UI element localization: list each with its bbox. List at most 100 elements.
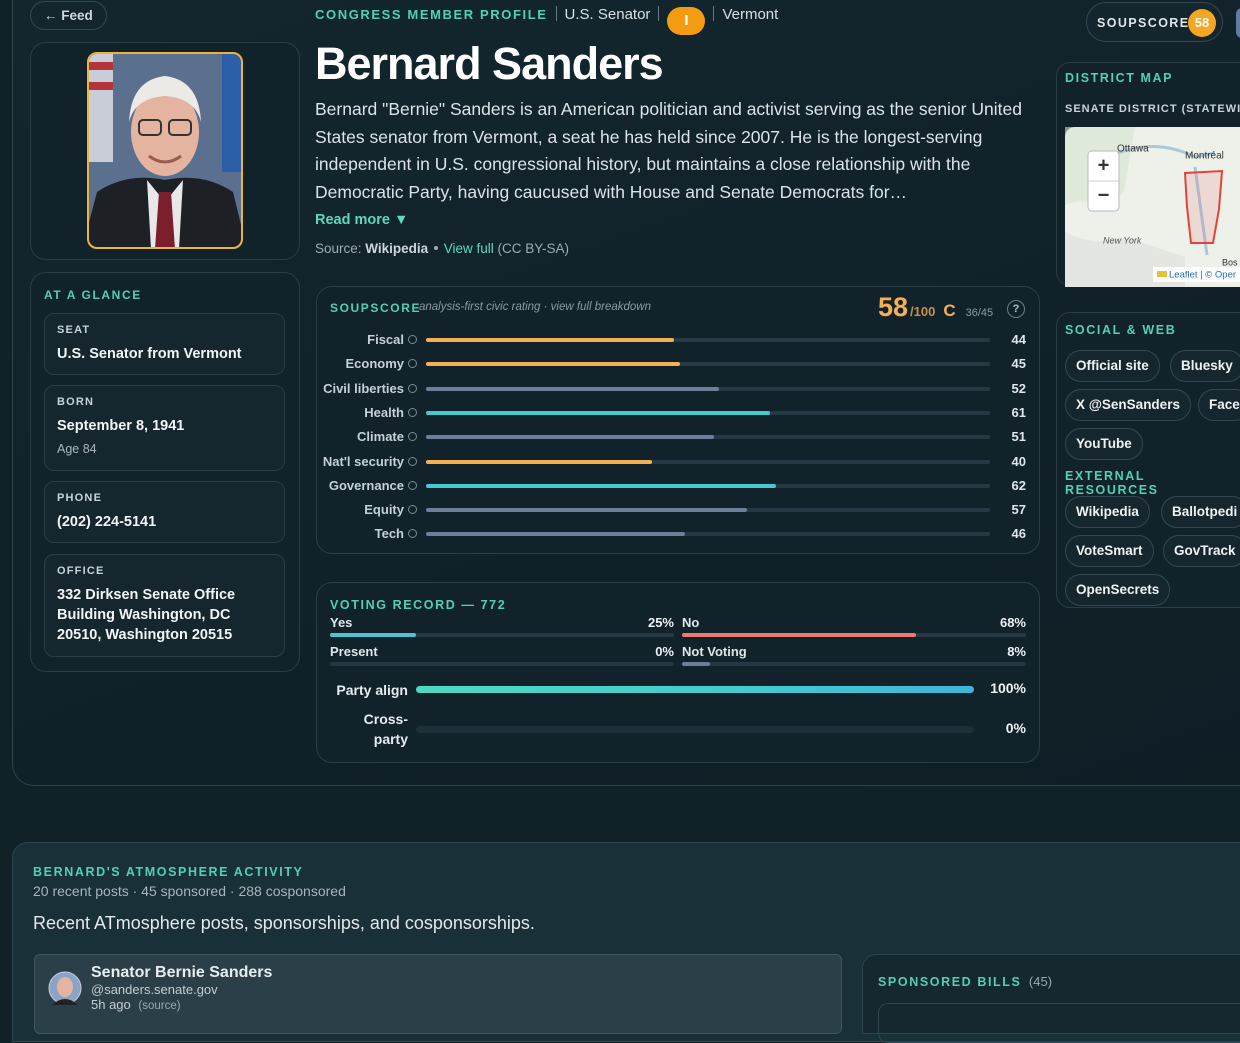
info-icon[interactable]: [408, 359, 417, 369]
score-bar: [426, 532, 686, 537]
label: OFFICE: [57, 565, 105, 577]
activity-title: BERNARD'S ATMOSPHERE ACTIVITY: [33, 865, 304, 879]
zoom-in[interactable]: +: [1098, 154, 1110, 176]
category-label: Nat'l security: [322, 453, 404, 469]
tie: [155, 192, 175, 247]
zoom-out[interactable]: −: [1098, 184, 1110, 206]
value: September 8, 1941: [57, 418, 185, 434]
info-icon[interactable]: [408, 456, 417, 466]
category-label: Economy: [345, 356, 404, 372]
note: Age 84: [57, 442, 97, 456]
photo-border: [87, 52, 243, 249]
vote-label: No: [682, 615, 700, 630]
link-chip[interactable]: GovTrack: [1163, 535, 1240, 567]
vote-label: Not Voting: [682, 644, 747, 659]
post-meta: 5h ago (source): [91, 997, 181, 1012]
link-chip[interactable]: Wikipedia: [1065, 496, 1150, 528]
vote-track: [330, 662, 674, 666]
river: [1112, 145, 1216, 159]
flag-stripe: [89, 62, 113, 70]
info-icon[interactable]: [408, 407, 417, 417]
voting-panel: [316, 582, 1040, 763]
view-full-link[interactable]: View full: [443, 241, 494, 256]
category-value: 51: [1011, 429, 1026, 445]
category-label: Civil liberties: [323, 380, 404, 396]
member-name: Bernard Sanders: [315, 38, 664, 89]
link-chip[interactable]: YouTube: [1065, 428, 1143, 460]
bar-track: [426, 532, 990, 537]
page: ← Feed CONGRESS MEMBER PROFILE U.S. Senat…: [12, 0, 1240, 1043]
category-value: 52: [1011, 380, 1026, 396]
bullet: [433, 246, 438, 250]
flag: [222, 54, 241, 172]
link-chip[interactable]: Bluesky: [1170, 350, 1240, 382]
flag-stripe: [89, 82, 113, 90]
map-title: DISTRICT MAP: [1065, 71, 1174, 85]
soupscore-title: SOUPSCORE: [330, 301, 422, 315]
badge-score: 58: [1188, 9, 1216, 37]
value: 332 Dirksen Senate Office Building Washi…: [57, 587, 236, 643]
bar-track: [426, 362, 990, 367]
post-source[interactable]: (source): [138, 1000, 181, 1012]
attribution[interactable]: Leaflet | © Oper: [1169, 270, 1236, 281]
info-icon[interactable]: [408, 480, 417, 490]
attribution-bg: [1153, 267, 1240, 282]
source-label: Source:: [315, 241, 362, 256]
face: [131, 88, 199, 176]
link-chip[interactable]: OpenSecrets: [1065, 574, 1171, 606]
category-value: 57: [1011, 502, 1026, 518]
link-chip[interactable]: VoteSmart: [1065, 535, 1154, 567]
glasses: [138, 119, 162, 136]
info-icon[interactable]: [408, 432, 417, 442]
separator: [555, 6, 557, 21]
alignment-bar: [416, 685, 974, 693]
activity-stats: 20 recent posts · 45 sponsored · 288 cos…: [33, 883, 346, 899]
avatar-face: [57, 977, 73, 997]
badge-label: SOUPSCORE: [1097, 16, 1190, 30]
score-block: 58/100 C 36/45: [878, 292, 993, 323]
vote-track: [330, 633, 674, 637]
soupscore-subtitle[interactable]: analysis-first civic rating · view full …: [419, 301, 651, 313]
read-more[interactable]: Read more ▼: [315, 212, 409, 228]
back-button[interactable]: ← Feed: [30, 1, 107, 30]
born-card: BORN September 8, 1941 Age 84: [44, 385, 285, 471]
score: 58: [878, 292, 909, 322]
seat-card: SEAT U.S. Senator from Vermont: [44, 313, 285, 375]
vote-value: 25%: [647, 615, 674, 630]
info-icon[interactable]: [408, 529, 417, 539]
avatar-suit: [52, 999, 78, 1005]
category-value: 46: [1011, 526, 1026, 542]
link-chip[interactable]: Face: [1198, 389, 1240, 421]
category-label: Equity: [364, 502, 404, 518]
edge-button[interactable]: [1236, 8, 1240, 38]
info-icon[interactable]: [408, 505, 417, 515]
link-chip[interactable]: X @SenSanders: [1065, 389, 1191, 421]
flag-icon: [1157, 271, 1167, 277]
state: Vermont: [722, 6, 779, 23]
info-icon[interactable]: [408, 335, 417, 344]
alignment-label: Cross-party: [363, 711, 408, 747]
post-time: 5h ago: [91, 997, 131, 1012]
score-bar: [426, 508, 748, 513]
flag: [89, 54, 113, 162]
help-button[interactable]: ?: [1007, 300, 1025, 318]
category-value: 44: [1011, 332, 1026, 347]
bar-track: [426, 459, 990, 464]
link-chip[interactable]: Ballotpedi: [1161, 496, 1240, 528]
grade: C: [943, 301, 956, 320]
link-chip[interactable]: Official site: [1065, 350, 1160, 382]
vote-track: [682, 662, 1026, 666]
rank: 36/45: [965, 307, 994, 319]
eyebrow-title: CONGRESS MEMBER PROFILE: [315, 7, 548, 22]
category-value: 61: [1011, 404, 1026, 420]
map-subtitle: SENATE DISTRICT (STATEWI: [1065, 103, 1240, 115]
category-value: 45: [1011, 356, 1026, 372]
sponsored-count: (45): [1028, 974, 1053, 989]
license: (CC BY-SA): [497, 241, 570, 256]
label: BORN: [57, 396, 95, 408]
label: PHONE: [57, 492, 103, 504]
category-label: Tech: [374, 526, 404, 542]
info-icon[interactable]: [408, 383, 417, 393]
soupscore-badge[interactable]: SOUPSCORE 58: [1086, 2, 1223, 42]
alignment-label: Party align: [336, 682, 408, 698]
